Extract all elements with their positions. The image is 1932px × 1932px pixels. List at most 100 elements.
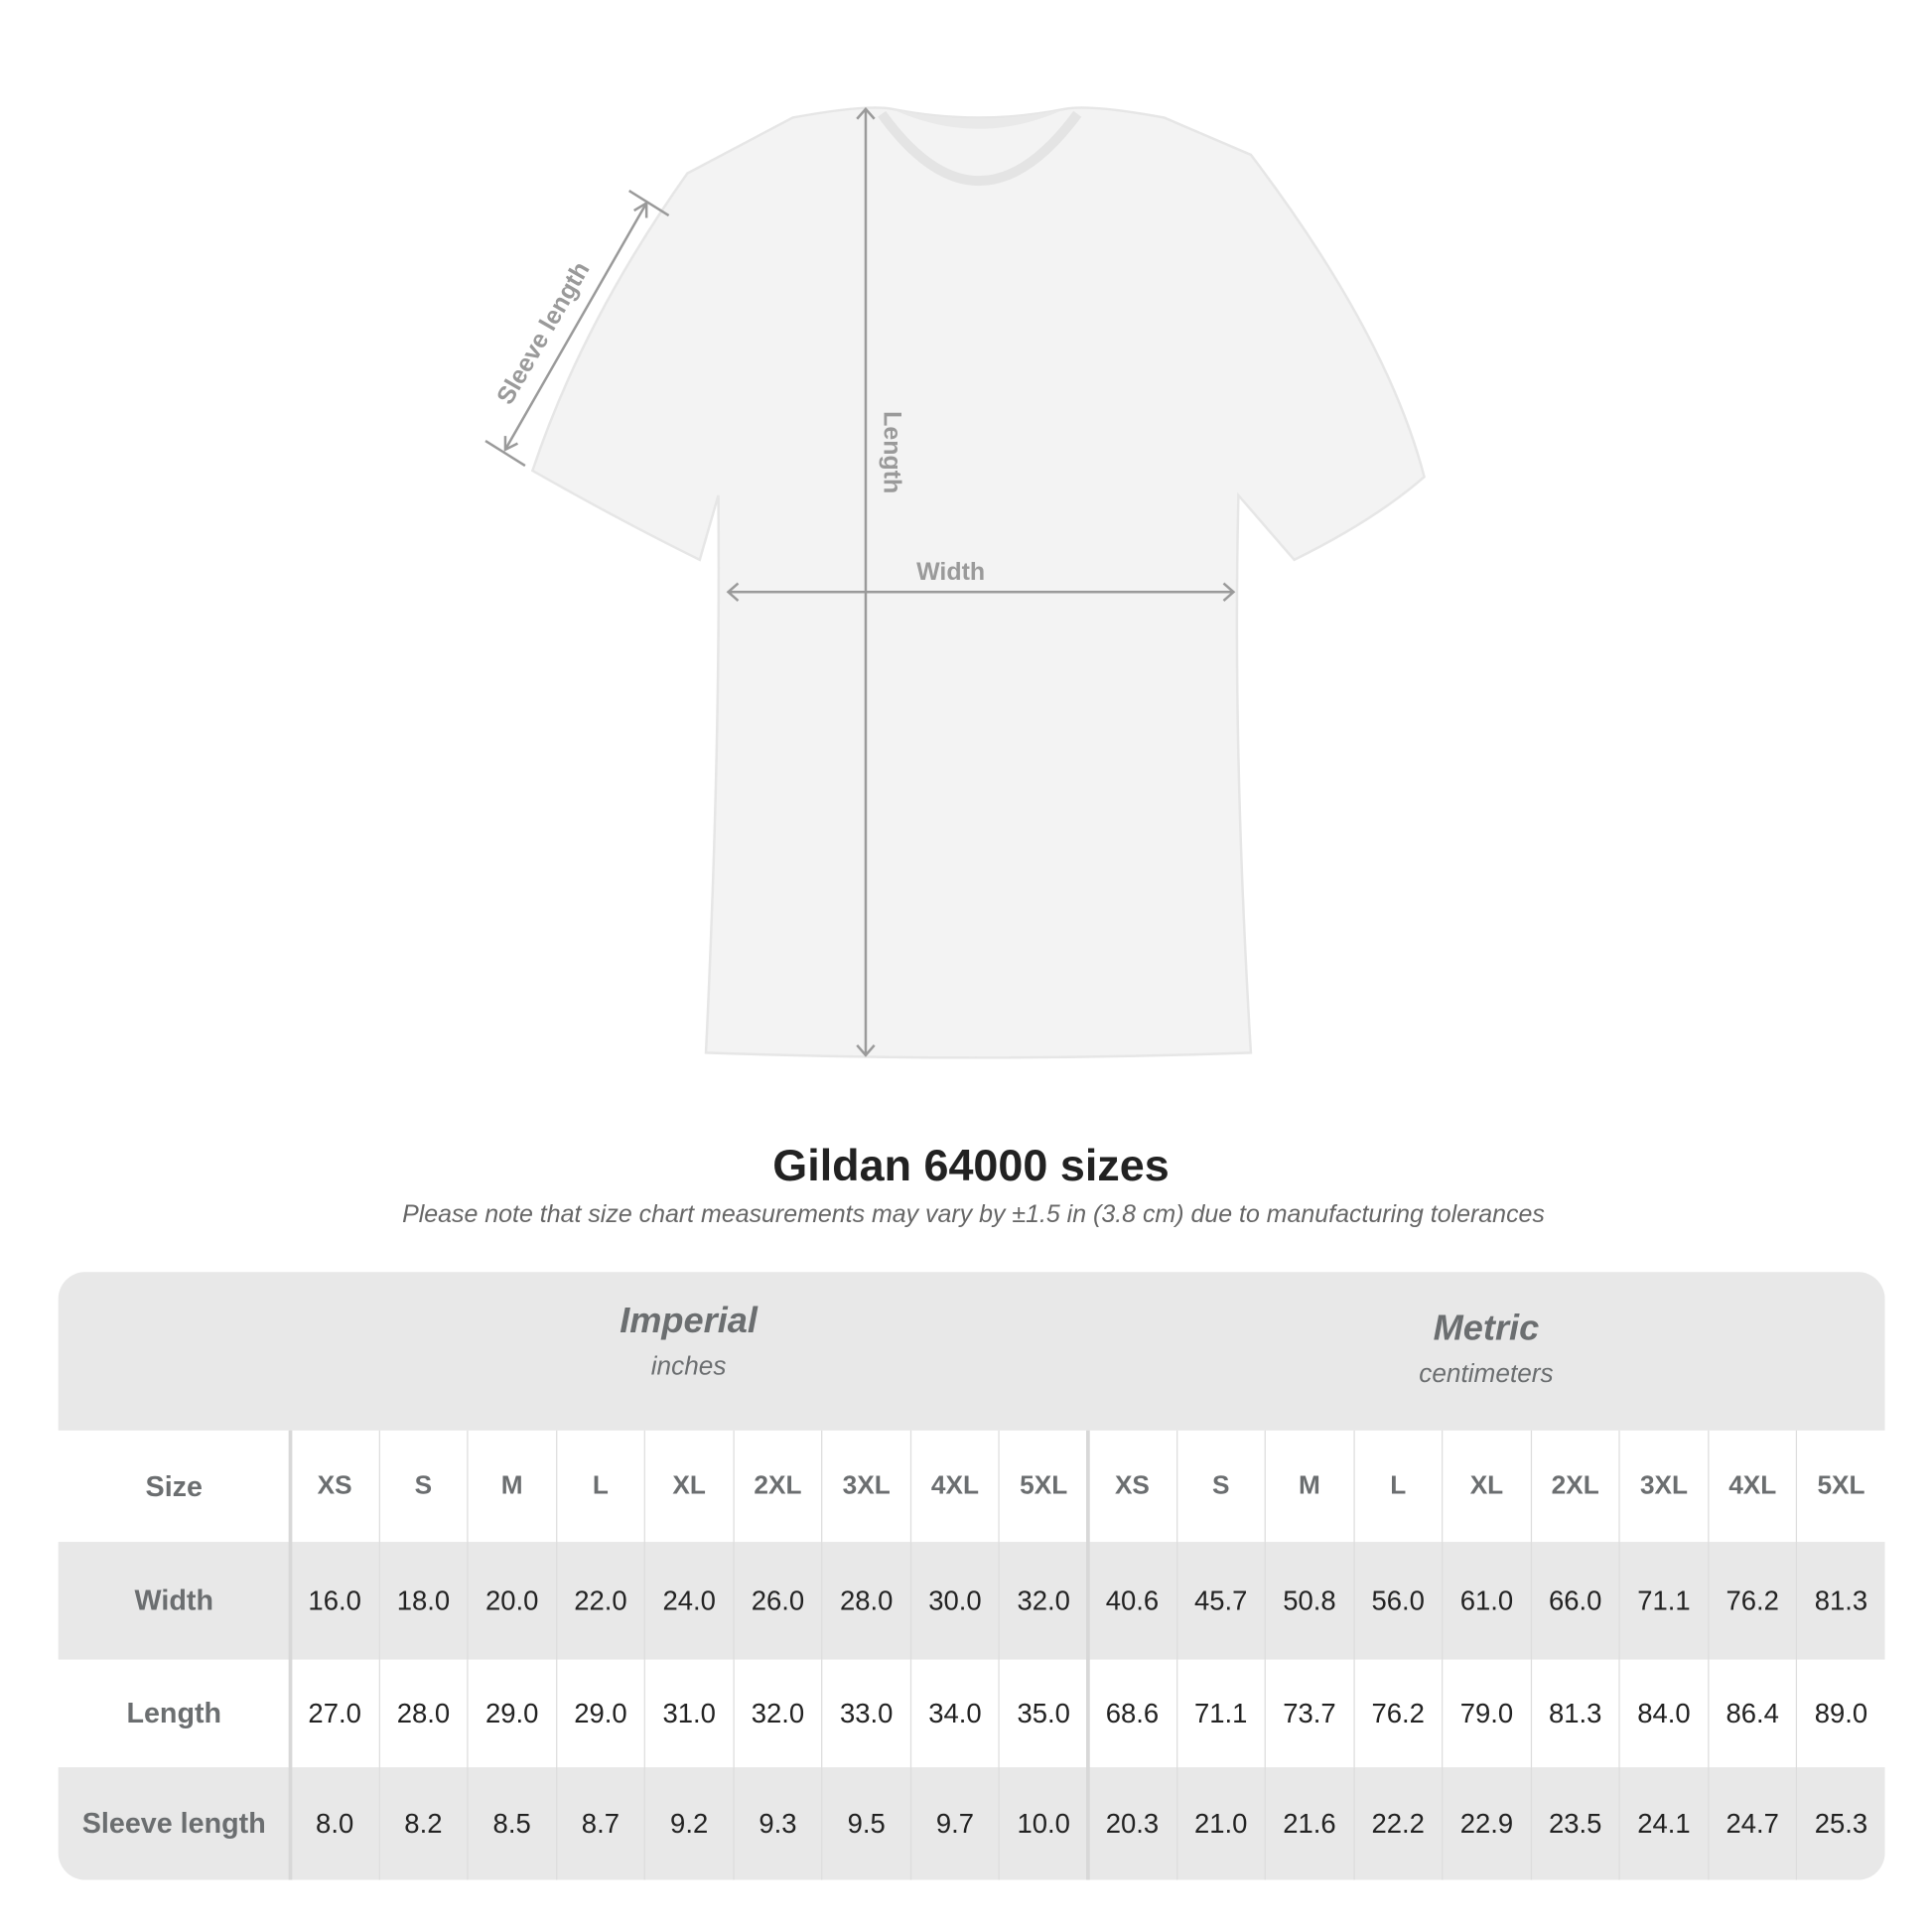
value-cell: 22.0 [555,1542,644,1660]
size-header-cell: 4XL [1707,1430,1796,1543]
value-cell: 84.0 [1618,1659,1708,1768]
size-header-cell: 2XL [733,1430,821,1543]
tshirt-shape [530,106,1426,1059]
value-cell: 9.2 [643,1767,733,1880]
value-cell: 40.6 [1087,1542,1175,1660]
size-header-cell: XL [643,1430,733,1543]
value-cell: 18.0 [378,1542,467,1660]
value-cell: 86.4 [1707,1659,1796,1768]
value-cell: 8.0 [289,1767,378,1880]
size-header-cell: 3XL [821,1430,909,1543]
imperial-group: Imperial inches [290,1302,1087,1382]
value-cell: 24.7 [1707,1767,1796,1880]
value-cell: 10.0 [998,1767,1087,1880]
value-cell: 66.0 [1530,1542,1618,1660]
value-cell: 68.6 [1087,1659,1175,1768]
value-cell: 79.0 [1442,1659,1530,1768]
row-label: Sleeve length [81,1807,266,1840]
value-cell: 22.9 [1442,1767,1530,1880]
size-header-cell: L [1352,1430,1442,1543]
value-cell: 23.5 [1530,1767,1618,1880]
page-title: Gildan 64000 sizes [772,1139,1170,1190]
value-cell: 71.1 [1618,1542,1708,1660]
value-cell: 29.0 [555,1659,644,1768]
value-cell: 61.0 [1442,1542,1530,1660]
value-cell: 28.0 [378,1659,467,1768]
value-cell: 25.3 [1796,1767,1884,1880]
unit-header: Imperial inches Metric centimeters [58,1272,1885,1431]
value-cell: 26.0 [733,1542,821,1660]
size-header-row: Size XS S M L XL 2XL 3XL 4XL 5XL XS S M L XL 2XL 3XL 4XL 5… [59,1430,1885,1543]
size-header-cell: S [1175,1430,1264,1543]
value-cell: 30.0 [909,1542,999,1660]
value-cell: 81.3 [1530,1659,1618,1768]
value-cell: 21.0 [1175,1767,1264,1880]
value-cell: 8.7 [555,1767,644,1880]
size-header-cell: XL [1442,1430,1530,1543]
size-header-cell: 2XL [1530,1430,1618,1543]
metric-group: Metric centimeters [1087,1310,1884,1390]
size-table: Imperial inches Metric centimeters Size X… [58,1272,1885,1880]
value-cell: 29.0 [467,1659,555,1768]
value-cell: 81.3 [1796,1542,1884,1660]
value-cell: 9.3 [733,1767,821,1880]
size-header-cell: M [467,1430,555,1543]
value-cell: 9.5 [821,1767,909,1880]
table-row: Sleeve length 8.0 8.2 8.5 8.7 9.2 9.3 9.5 9.7 10.… [58,1767,1885,1880]
unit-divider [1086,1430,1090,1880]
value-cell: 71.1 [1175,1659,1264,1768]
size-header-cell: M [1264,1430,1353,1543]
imperial-title: Imperial [620,1302,758,1341]
value-cell: 76.2 [1352,1659,1442,1768]
tshirt-diagram: Sleeve length Length Width [484,106,1426,1059]
table-row: Width 16.0 18.0 20.0 22.0 24.0 26.0 28.0 30.0 32.… [58,1542,1885,1660]
measure-arrows [484,106,1236,1057]
value-cell: 32.0 [998,1542,1087,1660]
value-cell: 8.5 [467,1767,555,1880]
metric-title: Metric [1433,1309,1540,1349]
size-header-cell: XS [289,1430,378,1543]
size-label: Size [145,1469,203,1502]
value-cell: 45.7 [1175,1542,1264,1660]
value-cell: 21.6 [1264,1767,1353,1880]
value-cell: 50.8 [1264,1542,1353,1660]
value-cell: 8.2 [378,1767,467,1880]
value-cell: 89.0 [1796,1659,1884,1768]
value-cell: 24.0 [643,1542,733,1660]
size-header-cell: 5XL [998,1430,1087,1543]
collar-band [878,110,1082,186]
length-label: Length [879,411,906,493]
value-cell: 9.7 [909,1767,999,1880]
row-label: Width [134,1584,213,1616]
size-header-cell: XS [1087,1430,1175,1543]
value-cell: 20.3 [1087,1767,1175,1880]
value-cell: 20.0 [467,1542,555,1660]
metric-unit: centimeters [1419,1359,1554,1389]
size-header-cell: 3XL [1618,1430,1708,1543]
size-header-cell: 4XL [909,1430,999,1543]
collar [892,108,1065,129]
value-cell: 32.0 [733,1659,821,1768]
size-header-cell: L [555,1430,644,1543]
value-cell: 76.2 [1707,1542,1796,1660]
table-row: Length 27.0 28.0 29.0 29.0 31.0 32.0 33.0 34.0 35… [59,1659,1885,1768]
size-header-cell: S [378,1430,467,1543]
value-cell: 16.0 [289,1542,378,1660]
row-label: Length [126,1696,222,1729]
value-cell: 73.7 [1264,1659,1353,1768]
value-cell: 31.0 [643,1659,733,1768]
imperial-unit: inches [650,1352,727,1381]
value-cell: 28.0 [821,1542,909,1660]
value-cell: 22.2 [1352,1767,1442,1880]
value-cell: 27.0 [289,1659,378,1768]
value-cell: 33.0 [821,1659,909,1768]
value-cell: 24.1 [1618,1767,1708,1880]
width-label: Width [916,558,985,586]
value-cell: 35.0 [998,1659,1087,1768]
size-header-cell: 5XL [1796,1430,1884,1543]
label-divider [288,1430,293,1880]
tolerance-note: Please note that size chart measurements… [402,1201,1545,1229]
value-cell: 56.0 [1352,1542,1442,1660]
value-cell: 34.0 [909,1659,999,1768]
